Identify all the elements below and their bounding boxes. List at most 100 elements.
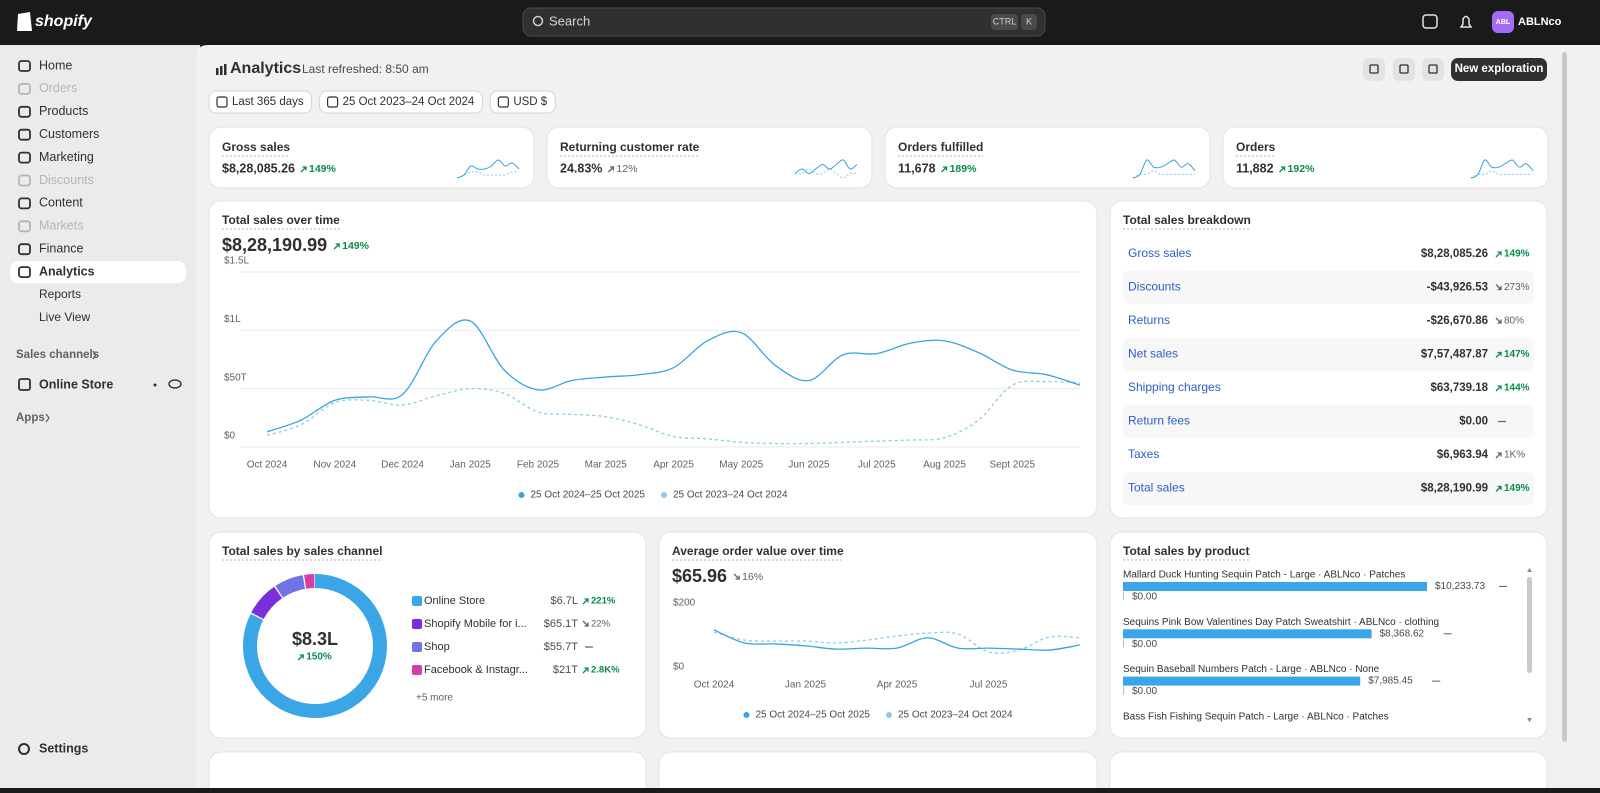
change-arrow	[607, 166, 615, 173]
filter-button[interactable]	[319, 90, 483, 114]
primary-button-label[interactable]: New exploration	[1455, 63, 1544, 75]
nav-item[interactable]: Finance	[39, 241, 84, 255]
y-tick-label: $1.5L	[224, 256, 249, 267]
store-icon[interactable]	[1422, 14, 1438, 29]
store-name[interactable]: ABLNco	[1518, 16, 1562, 28]
bar-previous	[1123, 639, 1124, 648]
nav-item[interactable]: Analytics	[39, 264, 95, 278]
x-tick-label: Oct 2024	[694, 680, 735, 691]
row-label[interactable]: Gross sales	[1128, 246, 1191, 260]
nav-icon	[18, 266, 31, 279]
row-label[interactable]: Return fees	[1128, 414, 1190, 428]
card-title: Total sales breakdown	[1123, 213, 1251, 227]
row-label[interactable]: Shipping charges	[1128, 380, 1221, 394]
nav-item[interactable]: Products	[39, 104, 88, 118]
legend-label: Shop	[424, 641, 450, 653]
nav-item[interactable]: Settings	[39, 741, 88, 755]
card-title: Total sales by product	[1123, 544, 1249, 558]
card-title: Orders fulfilled	[898, 140, 983, 154]
search-box[interactable]	[522, 7, 1046, 37]
change-arrow	[582, 598, 589, 605]
legend-value: $55.7T	[544, 641, 579, 653]
series-line	[713, 631, 1081, 654]
sparkline	[1470, 170, 1533, 179]
nav-sub-item[interactable]: Reports	[39, 287, 81, 301]
row-value: $7,57,487.87	[1421, 349, 1488, 361]
nav-section[interactable]: Apps	[16, 412, 45, 424]
legend-swatch	[412, 642, 422, 652]
nav-item[interactable]: Marketing	[39, 150, 94, 164]
bar-label: $8,368.62	[1380, 628, 1425, 639]
change-arrow	[1495, 251, 1502, 258]
sidebar	[0, 45, 200, 788]
chevron	[45, 413, 50, 423]
nav-item[interactable]: Customers	[39, 127, 99, 141]
scroll-arrow	[1527, 718, 1532, 722]
nav-sub-item[interactable]: Live View	[39, 310, 90, 324]
kpi-value: 24.83%	[560, 161, 602, 175]
nav-icon	[18, 60, 31, 72]
nav-item[interactable]: Content	[39, 196, 83, 210]
logo-icon	[17, 12, 32, 31]
change: 149%	[309, 163, 337, 175]
change-arrow	[333, 243, 340, 250]
filter-label[interactable]: Last 365 days	[232, 96, 304, 108]
bar	[1123, 582, 1427, 591]
nav-section[interactable]: Sales channels	[16, 349, 99, 361]
avatar-label: ABL	[1496, 19, 1511, 26]
legend-swatch	[412, 596, 422, 606]
row-label[interactable]: Returns	[1128, 313, 1170, 327]
card-title: Gross sales	[222, 140, 290, 154]
avatar[interactable]	[1492, 11, 1514, 33]
legend-label: Online Store	[424, 595, 485, 607]
legend-more[interactable]: +5 more	[416, 693, 453, 704]
kpi-value: 11,678	[898, 161, 936, 175]
view-icon[interactable]	[168, 379, 182, 389]
icon-button[interactable]	[1363, 58, 1385, 81]
row-label[interactable]: Taxes	[1128, 447, 1159, 461]
x-tick-label: Apr 2025	[877, 680, 918, 691]
card-title: Orders	[1236, 140, 1276, 154]
primary-button[interactable]	[1451, 58, 1547, 81]
change: 192%	[1288, 163, 1316, 175]
dot	[153, 383, 157, 387]
row-label[interactable]: Net sales	[1128, 347, 1178, 361]
nav-icon	[18, 105, 31, 118]
x-tick-label: Jul 2025	[858, 460, 896, 471]
change-arrow	[297, 654, 304, 661]
icon-button[interactable]	[1422, 58, 1444, 81]
legend-swatch	[412, 665, 422, 675]
product-name: Sequins Pink Bow Valentines Day Patch Sw…	[1123, 617, 1439, 628]
x-tick-label: Dec 2024	[381, 460, 424, 471]
change: 22%	[591, 619, 611, 630]
filter-button[interactable]	[208, 90, 313, 114]
row-value: $8,28,085.26	[1421, 248, 1488, 260]
notification-icon[interactable]	[1459, 15, 1473, 28]
change: 189%	[950, 163, 978, 175]
row-value: $8,28,190.99	[1421, 483, 1488, 495]
row-label[interactable]: Discounts	[1128, 280, 1181, 294]
card	[1109, 751, 1548, 793]
row-label[interactable]: Total sales	[1128, 481, 1185, 495]
filter-label[interactable]: USD $	[513, 96, 547, 108]
sparkline	[1132, 159, 1196, 179]
x-tick-label: Feb 2025	[517, 460, 560, 471]
card	[208, 531, 647, 739]
x-tick-label: Apr 2025	[653, 460, 694, 471]
icon-button[interactable]	[1393, 58, 1415, 81]
nav-icon	[18, 151, 31, 164]
legend-label: Shopify Mobile for i...	[424, 618, 527, 630]
nav-item: Markets	[39, 219, 83, 233]
nav-item: Discounts	[39, 173, 94, 187]
card	[208, 200, 1098, 519]
change: 80%	[1504, 316, 1524, 327]
x-tick-label: Nov 2024	[313, 460, 356, 471]
scrollbar-thumb	[1562, 52, 1567, 742]
nav-item[interactable]: Online Store	[39, 377, 113, 391]
nav-item[interactable]: Home	[39, 58, 72, 72]
kpi-value: 11,882	[1236, 161, 1274, 175]
bar-label: $7,985.45	[1368, 676, 1413, 687]
filter-label[interactable]: 25 Oct 2023–24 Oct 2024	[343, 96, 475, 108]
sparkline	[1470, 159, 1534, 179]
